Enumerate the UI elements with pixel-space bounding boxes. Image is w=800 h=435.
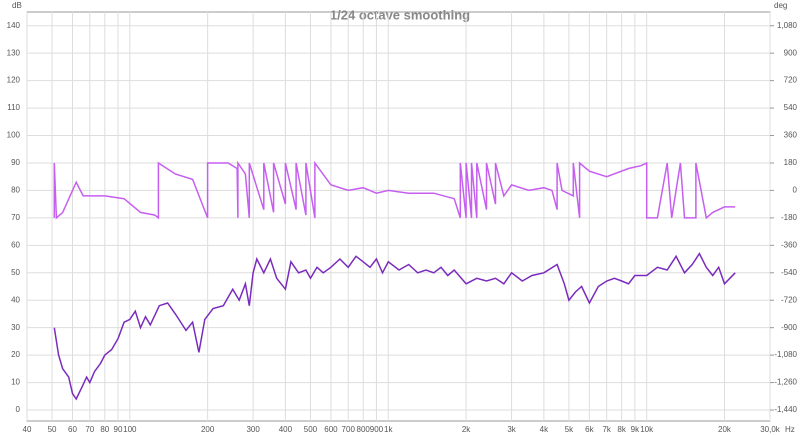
x-tick-label: 50 bbox=[48, 425, 57, 434]
y2-tick-label: -1,080 bbox=[774, 350, 797, 359]
x-tick-label: 100 bbox=[123, 425, 137, 434]
x-tick-label: 1k bbox=[384, 425, 393, 434]
x-tick-label: 4k bbox=[540, 425, 549, 434]
y2-tick-label: 0 bbox=[793, 186, 798, 195]
y-tick-label: 130 bbox=[7, 48, 21, 57]
y-axis-label: dB bbox=[12, 1, 22, 10]
x-tick-label: 5k bbox=[565, 425, 574, 434]
series-line bbox=[53, 160, 736, 220]
chart-title: 1/24 octave smoothing bbox=[330, 7, 470, 22]
y2-tick-label: 180 bbox=[784, 158, 798, 167]
plot-frame bbox=[26, 11, 771, 422]
y2-tick-label: -360 bbox=[781, 240, 798, 249]
y-tick-label: 20 bbox=[11, 350, 20, 359]
y-tick-label: 100 bbox=[7, 131, 21, 140]
x-tick-label: 400 bbox=[279, 425, 293, 434]
x-tick-label: 8k bbox=[617, 425, 626, 434]
y2-tick-label: 540 bbox=[784, 103, 798, 112]
y2-tick-label: -1,440 bbox=[774, 405, 797, 414]
x-tick-label: 3k bbox=[507, 425, 516, 434]
y2-tick-label: 720 bbox=[784, 76, 798, 85]
y2-tick-label: -1,260 bbox=[774, 378, 797, 387]
x-tick-label: 80 bbox=[100, 425, 109, 434]
y2-tick-label: -900 bbox=[781, 323, 798, 332]
y2-tick-label: 360 bbox=[784, 131, 798, 140]
x-tick-label: 60 bbox=[68, 425, 77, 434]
x-tick-label: 800 bbox=[357, 425, 371, 434]
y2-tick-label: -540 bbox=[781, 268, 798, 277]
y-tick-label: 40 bbox=[11, 295, 20, 304]
y-tick-label: 90 bbox=[11, 158, 20, 167]
x-tick-label: 30,0k bbox=[760, 425, 781, 434]
x-tick-label: 2k bbox=[462, 425, 471, 434]
y-tick-label: 110 bbox=[7, 103, 20, 112]
y-tick-label: 50 bbox=[11, 268, 20, 277]
x-tick-label: 7k bbox=[602, 425, 611, 434]
y2-tick-label: -720 bbox=[781, 295, 798, 304]
x-tick-label: 900 bbox=[370, 425, 384, 434]
y-tick-label: 10 bbox=[11, 378, 20, 387]
y-tick-label: 60 bbox=[11, 240, 20, 249]
x-tick-label: 200 bbox=[201, 425, 215, 434]
x-tick-label: 70 bbox=[85, 425, 94, 434]
x-tick-label: 600 bbox=[324, 425, 338, 434]
y-tick-label: 70 bbox=[11, 213, 20, 222]
y-tick-label: 140 bbox=[7, 21, 21, 30]
y2-tick-label: 1,080 bbox=[777, 21, 798, 30]
x-tick-label: 40 bbox=[23, 425, 32, 434]
x-tick-label: 300 bbox=[246, 425, 260, 434]
x-tick-label: 700 bbox=[342, 425, 356, 434]
y-tick-label: 30 bbox=[11, 323, 20, 332]
x-tick-label: 9k bbox=[631, 425, 640, 434]
y2-tick-label: 900 bbox=[784, 48, 798, 57]
y-tick-label: 80 bbox=[11, 186, 20, 195]
x-tick-label: 90 bbox=[114, 425, 123, 434]
y-tick-label: 0 bbox=[16, 405, 21, 414]
y-tick-label: 120 bbox=[7, 76, 21, 85]
series-line bbox=[53, 252, 736, 401]
x-tick-label: 20k bbox=[718, 425, 732, 434]
x-tick-label: 500 bbox=[304, 425, 318, 434]
y2-tick-label: -180 bbox=[781, 213, 798, 222]
x-axis-label: Hz bbox=[785, 425, 795, 434]
x-tick-label: 6k bbox=[585, 425, 594, 434]
y2-axis-label: deg bbox=[774, 1, 787, 10]
x-tick-label: 10k bbox=[640, 425, 654, 434]
